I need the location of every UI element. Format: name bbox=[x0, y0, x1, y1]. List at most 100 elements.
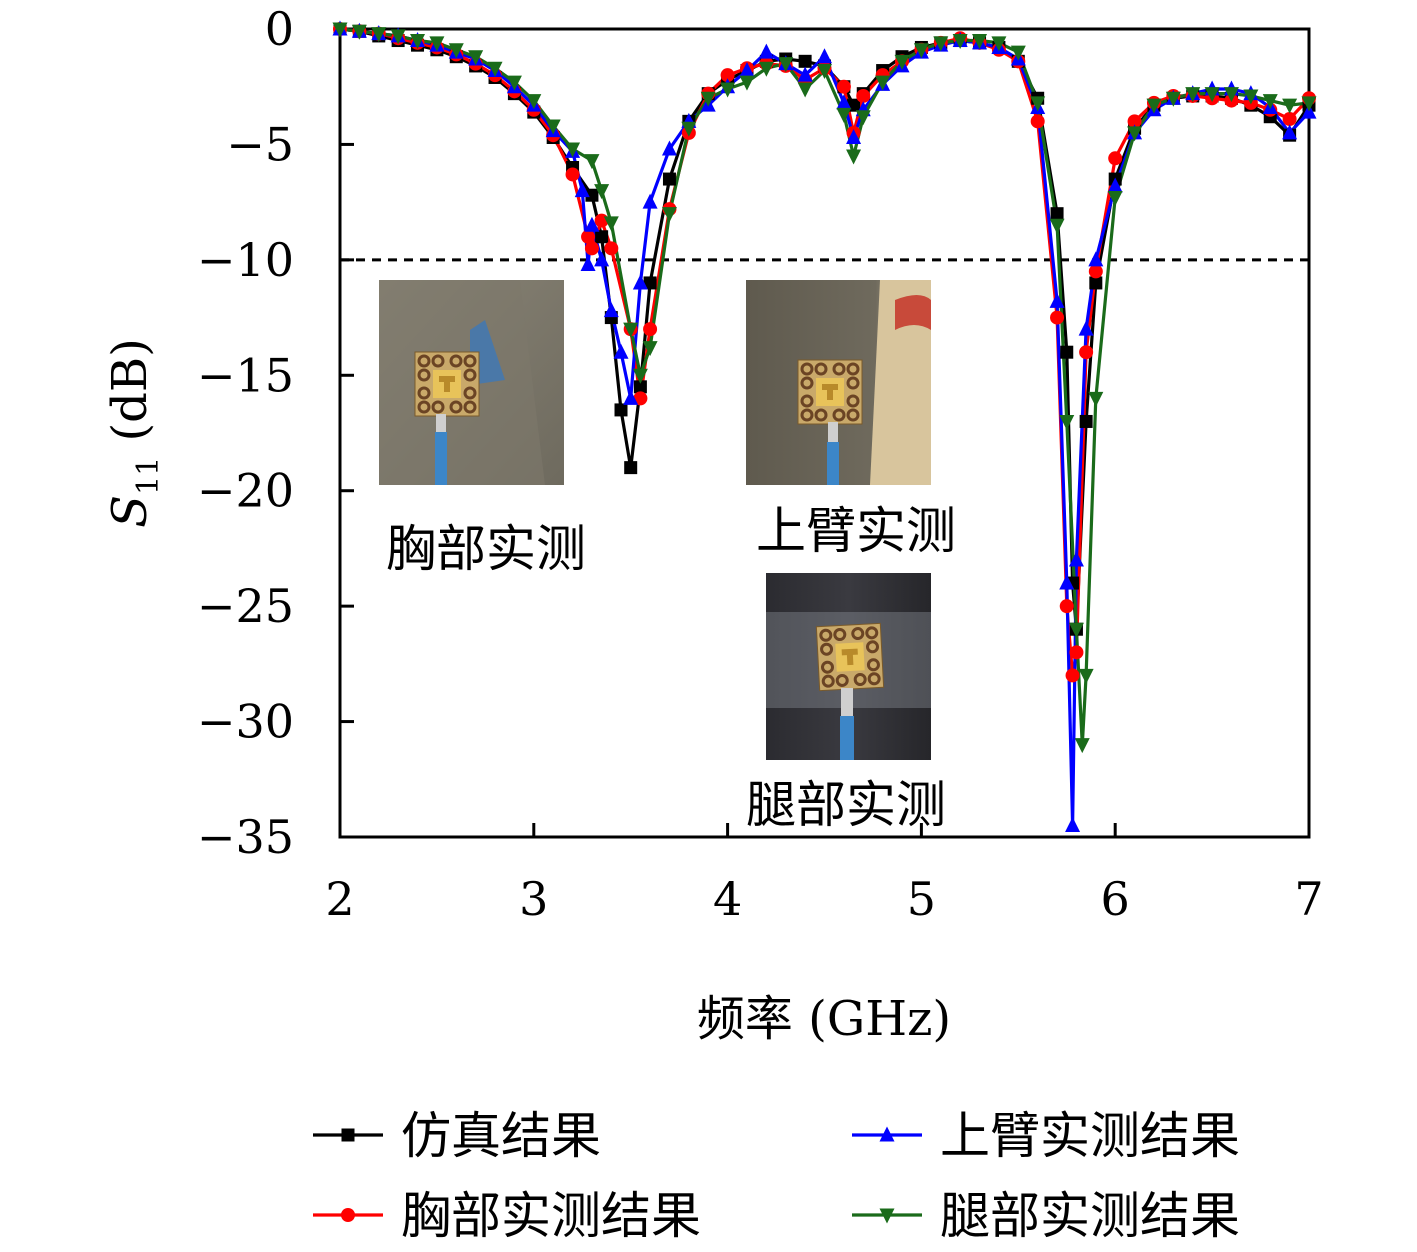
series-3-point bbox=[613, 343, 629, 359]
legend-entry: 腿部实测结果 bbox=[852, 1187, 1240, 1245]
series-3-point bbox=[1107, 177, 1123, 193]
series-3-point bbox=[758, 43, 774, 59]
series-3-point bbox=[661, 140, 677, 156]
y-axis-label-subscript: 11 bbox=[131, 457, 166, 495]
series-1-point bbox=[633, 380, 647, 394]
inset-caption-3: 腿部实测 bbox=[746, 776, 946, 834]
series-4-point bbox=[642, 341, 658, 357]
series-4-point bbox=[390, 29, 406, 45]
series-3-point bbox=[642, 193, 658, 209]
series-4-point bbox=[448, 43, 464, 59]
series-4-point bbox=[913, 43, 929, 59]
series-4-point bbox=[1010, 45, 1026, 61]
legend-label: 上臂实测结果 bbox=[940, 1107, 1240, 1165]
series-3-point bbox=[623, 389, 639, 405]
series-4-point bbox=[1262, 94, 1278, 110]
series-4-point bbox=[991, 36, 1007, 52]
series-3-point bbox=[1068, 551, 1084, 567]
series-4-point bbox=[875, 75, 891, 91]
series-4-point bbox=[758, 61, 774, 77]
legend-entry: 仿真结果 bbox=[313, 1107, 601, 1165]
series-4-point bbox=[1068, 622, 1084, 638]
series-2-point bbox=[1088, 264, 1103, 279]
series-3-point bbox=[836, 94, 852, 110]
series-4-point bbox=[1204, 87, 1220, 103]
series-2-point bbox=[856, 88, 871, 103]
series-4-point bbox=[952, 34, 968, 50]
series-3-point bbox=[846, 129, 862, 145]
series-3-point bbox=[739, 62, 755, 78]
series-3-point bbox=[1049, 292, 1065, 308]
x-tick-label: 4 bbox=[713, 872, 742, 926]
series-4-point bbox=[972, 34, 988, 50]
legend-label: 胸部实测结果 bbox=[401, 1187, 701, 1245]
series-4-point bbox=[351, 24, 367, 40]
y-axis-label-symbol: S bbox=[102, 495, 158, 528]
x-tick-label: 7 bbox=[1294, 872, 1323, 926]
series-4-point bbox=[1107, 191, 1123, 207]
y-tick-label: −10 bbox=[197, 233, 294, 287]
x-axis-label: 频率 (GHz) bbox=[697, 991, 951, 1047]
svg-text:S11 (dB): S11 (dB) bbox=[102, 338, 166, 528]
inset-photo-upper-arm bbox=[746, 280, 931, 485]
legend-marker bbox=[341, 1128, 355, 1142]
series-3-point bbox=[1088, 251, 1104, 267]
y-axis-label-unit: (dB) bbox=[102, 338, 158, 457]
series-3-point bbox=[1078, 320, 1094, 336]
series-4-point bbox=[681, 121, 697, 137]
series-3-point bbox=[594, 251, 610, 267]
series-3-point bbox=[1282, 124, 1298, 140]
legend-marker bbox=[879, 1208, 895, 1224]
series-4-point bbox=[1078, 668, 1094, 684]
series-3-point bbox=[574, 182, 590, 198]
series-1-point bbox=[643, 276, 657, 290]
x-tick-label: 5 bbox=[907, 872, 936, 926]
series-4-point bbox=[778, 57, 794, 73]
series-4-point bbox=[429, 36, 445, 52]
series-4-point bbox=[846, 149, 862, 165]
series-4-point bbox=[545, 119, 561, 135]
series-3-point bbox=[632, 274, 648, 290]
series-2-point bbox=[1108, 151, 1123, 166]
series-4-point bbox=[1301, 96, 1317, 112]
series-1-point bbox=[1089, 276, 1103, 290]
y-tick-label: −35 bbox=[197, 810, 294, 864]
series-3-point bbox=[1065, 816, 1081, 832]
inset-photo-chest bbox=[379, 280, 564, 485]
series-2-point bbox=[720, 68, 735, 83]
series-4-point bbox=[487, 61, 503, 77]
series-4-point bbox=[1049, 218, 1065, 234]
series-4-point bbox=[506, 75, 522, 91]
series-2-point bbox=[584, 241, 599, 256]
series-4-point bbox=[933, 36, 949, 52]
series-2-point bbox=[1059, 599, 1074, 614]
series-4-point bbox=[603, 216, 619, 232]
y-axis-label: S11 (dB) bbox=[102, 338, 166, 528]
series-4-point bbox=[1185, 87, 1201, 103]
series-2-point bbox=[633, 391, 648, 406]
series-4-point bbox=[468, 50, 484, 66]
series-4-point bbox=[594, 184, 610, 200]
inset-caption-1: 胸部实测 bbox=[386, 520, 586, 578]
series-4-point bbox=[584, 154, 600, 170]
series-1-point bbox=[1079, 414, 1093, 428]
series-4-point bbox=[1074, 738, 1090, 754]
series-3-point bbox=[580, 255, 596, 271]
series-4-point bbox=[797, 82, 813, 98]
series-3-point bbox=[603, 302, 619, 318]
series-2-point bbox=[643, 322, 658, 337]
series-2-point bbox=[1050, 310, 1065, 325]
series-2-point bbox=[836, 79, 851, 94]
series-2-point bbox=[1030, 114, 1045, 129]
legend-label: 腿部实测结果 bbox=[940, 1187, 1240, 1245]
series-2-point bbox=[1079, 345, 1094, 360]
series-2-point bbox=[1065, 668, 1080, 683]
x-tick-label: 2 bbox=[325, 872, 354, 926]
series-4-point bbox=[1282, 98, 1298, 114]
legend-entry: 胸部实测结果 bbox=[313, 1187, 701, 1245]
series-4-point bbox=[700, 91, 716, 107]
series-2-point bbox=[1069, 645, 1084, 660]
y-tick-label: 0 bbox=[265, 2, 294, 56]
series-4-point bbox=[739, 75, 755, 91]
